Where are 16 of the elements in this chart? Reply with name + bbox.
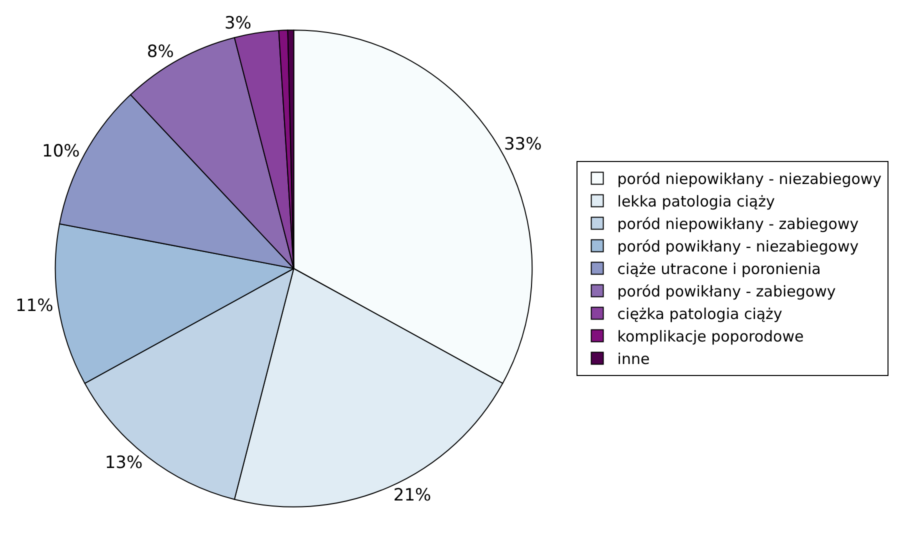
legend-label: ciężka patologia ciąży bbox=[617, 305, 782, 324]
legend-label: poród powikłany - zabiegowy bbox=[617, 282, 836, 301]
legend-label: poród powikłany - niezabiegowy bbox=[617, 238, 859, 256]
data-label: 13% bbox=[104, 453, 143, 474]
legend-label: inne bbox=[617, 350, 650, 368]
legend-label: poród niepowikłany - niezabiegowy bbox=[617, 170, 882, 188]
legend-label: lekka patologia ciąży bbox=[617, 192, 775, 211]
legend-label: komplikacje poporodowe bbox=[617, 328, 804, 346]
data-label: 10% bbox=[42, 141, 80, 162]
data-label: 33% bbox=[504, 134, 542, 155]
data-label: 11% bbox=[15, 296, 54, 316]
data-label: 21% bbox=[393, 486, 432, 506]
legend-label: ciąże utracone i poronienia bbox=[617, 260, 821, 278]
legend-label: poród niepowikłany - zabiegowy bbox=[617, 215, 859, 234]
data-label: 3% bbox=[224, 13, 252, 34]
data-label: 8% bbox=[146, 42, 174, 62]
